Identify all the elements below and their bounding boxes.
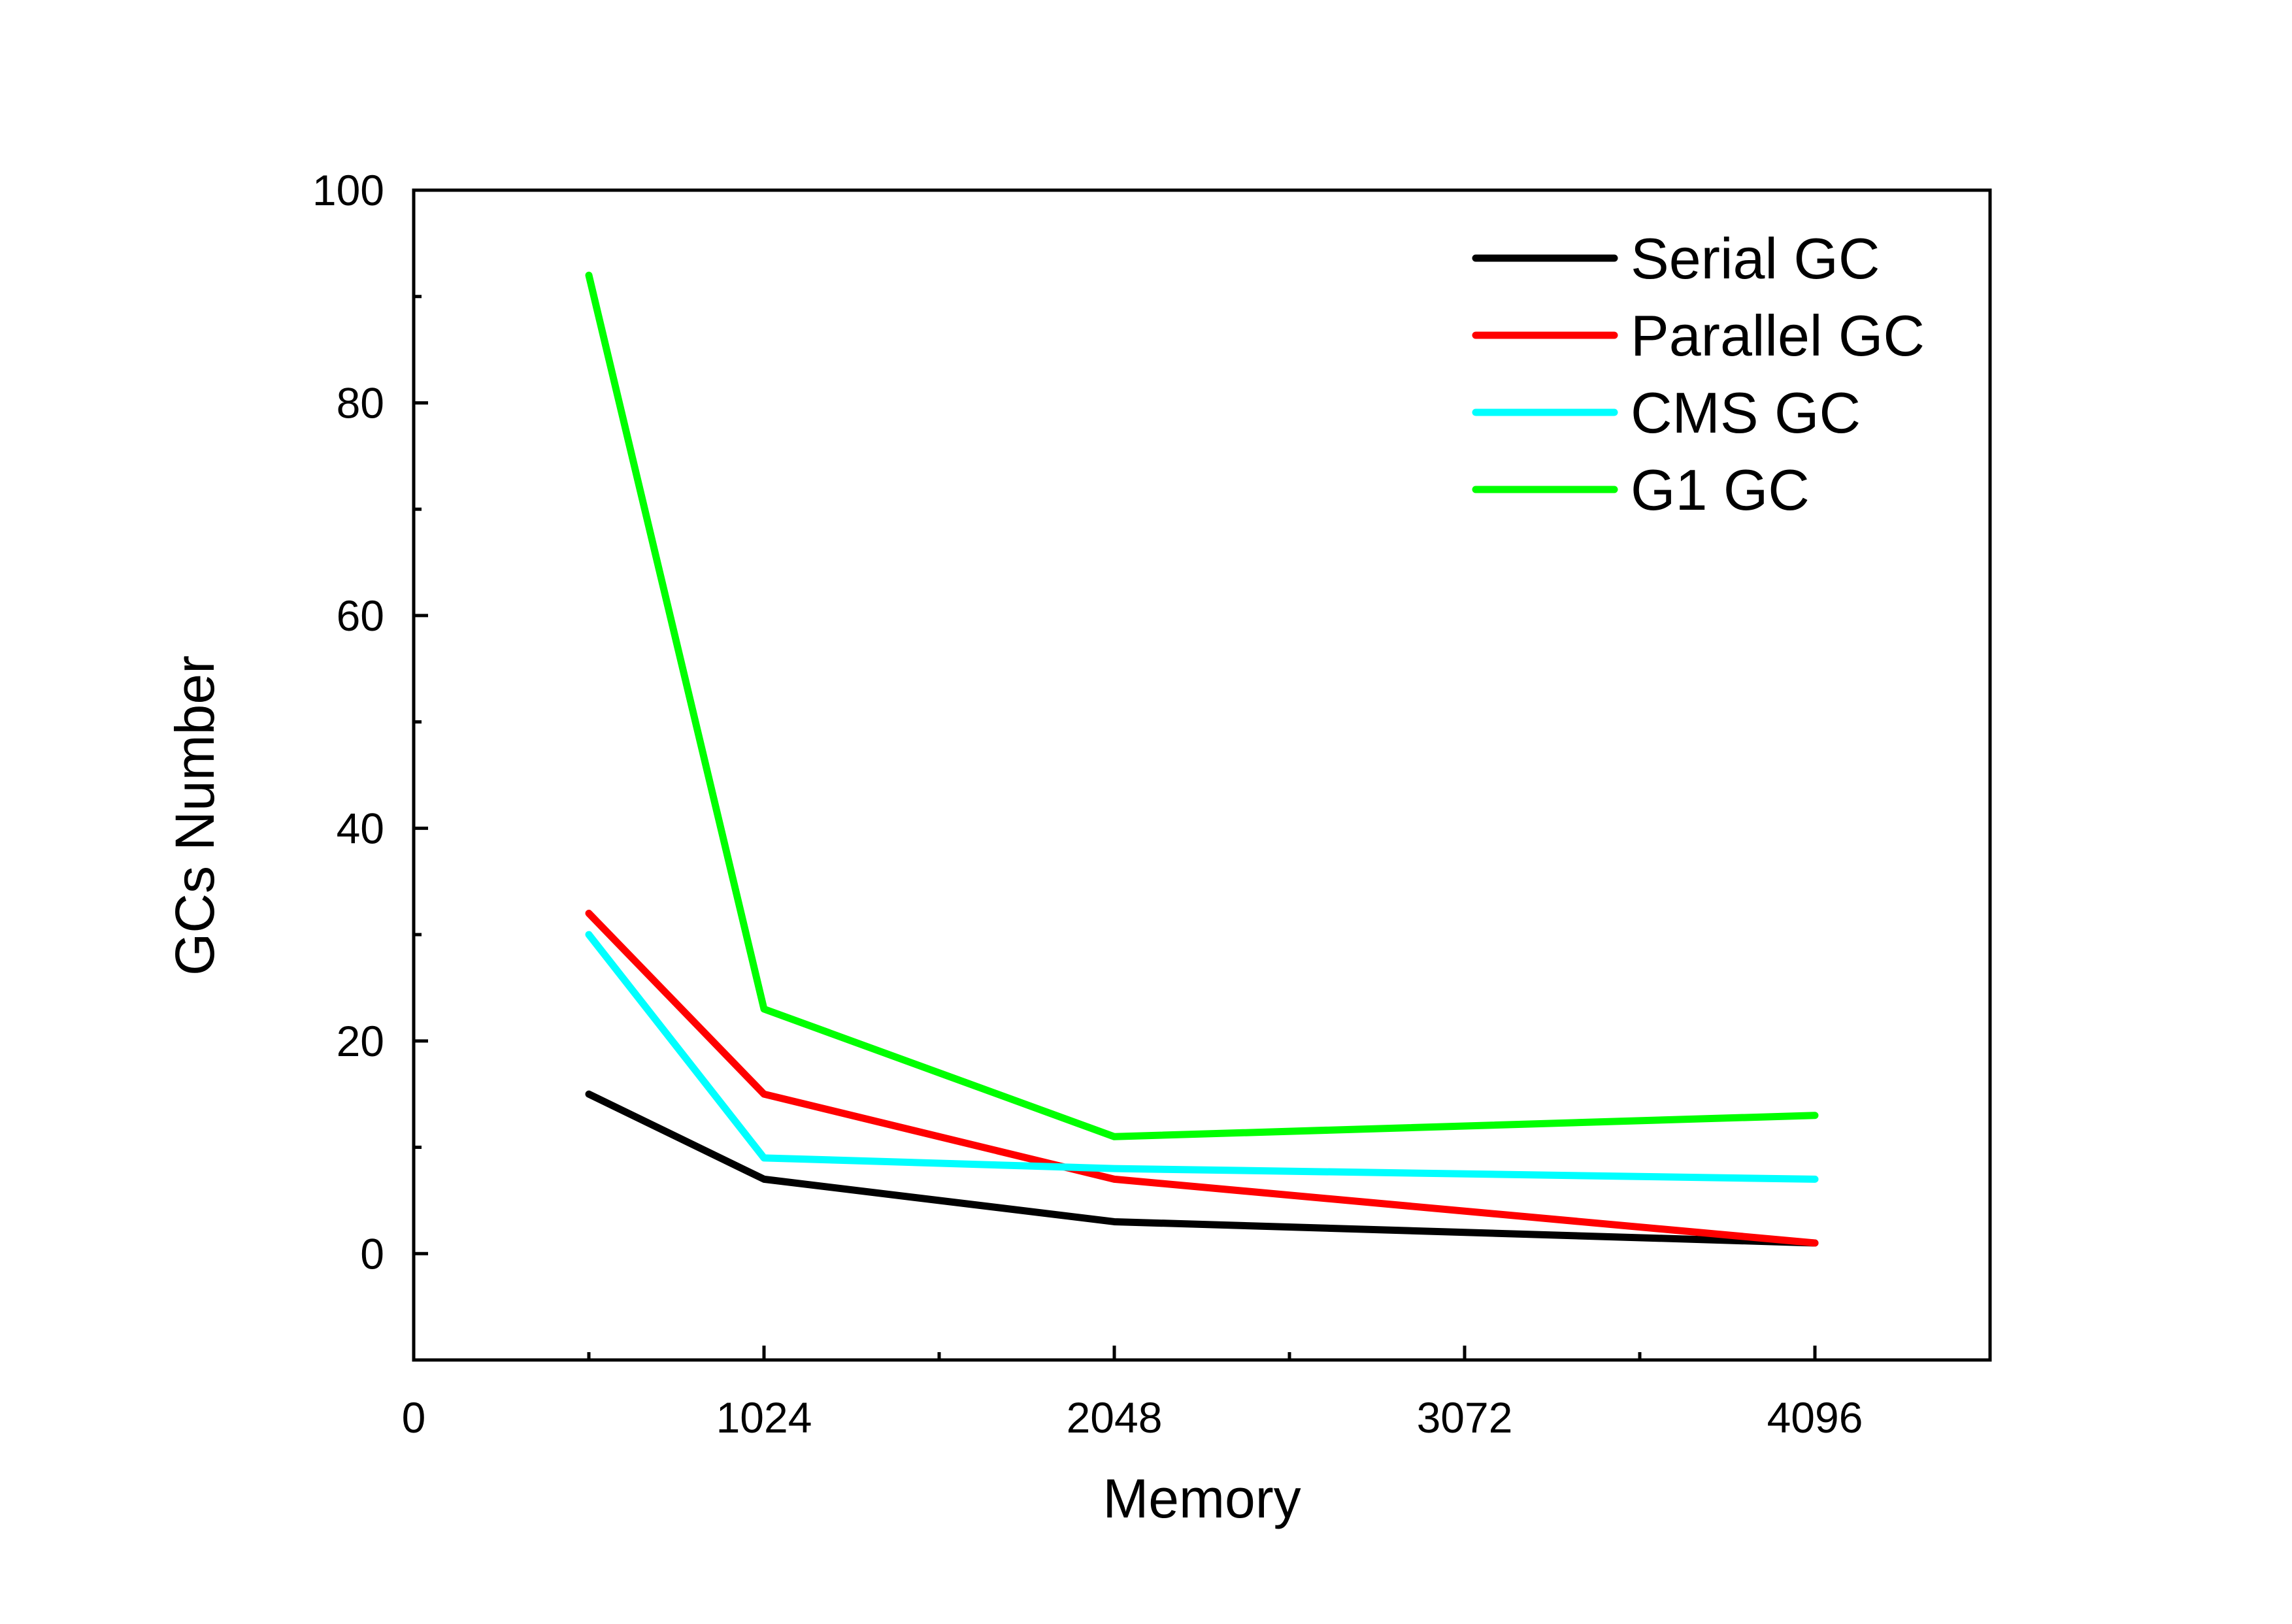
plot-frame <box>412 188 1992 1362</box>
y-tick-label-2: 40 <box>337 804 384 852</box>
series-line-2 <box>585 931 1819 1183</box>
y-axis-title: GCs Number <box>164 655 225 976</box>
y-tick-label-1: 20 <box>337 1017 384 1065</box>
series-line-3 <box>585 271 1819 1140</box>
y-tick-label-4: 80 <box>337 378 384 427</box>
series-lines <box>585 271 1819 1247</box>
x-tick-label-3: 3072 <box>1417 1393 1513 1442</box>
x-tick-label-4: 4096 <box>1767 1393 1863 1442</box>
legend: Serial GC Parallel GC CMS GC G1 GC <box>1472 226 1925 522</box>
series-line-1 <box>585 910 1819 1247</box>
x-tick-label-2: 2048 <box>1067 1393 1163 1442</box>
series-line-0 <box>585 1090 1819 1247</box>
x-tick-label-0: 0 <box>402 1393 426 1442</box>
y-tick-label-3: 60 <box>337 591 384 640</box>
legend-label-3: G1 GC <box>1631 457 1810 522</box>
legend-label-2: CMS GC <box>1631 380 1861 445</box>
x-axis-title: Memory <box>1103 1468 1301 1529</box>
x-tick-label-1: 1024 <box>716 1393 812 1442</box>
y-tick-label-5: 100 <box>312 166 384 214</box>
axis-ticks: 0 1024 2048 3072 4096 0 20 40 60 80 100 <box>312 166 1863 1442</box>
legend-label-0: Serial GC <box>1631 226 1880 291</box>
y-tick-label-0: 0 <box>360 1229 384 1278</box>
legend-label-1: Parallel GC <box>1631 303 1925 368</box>
